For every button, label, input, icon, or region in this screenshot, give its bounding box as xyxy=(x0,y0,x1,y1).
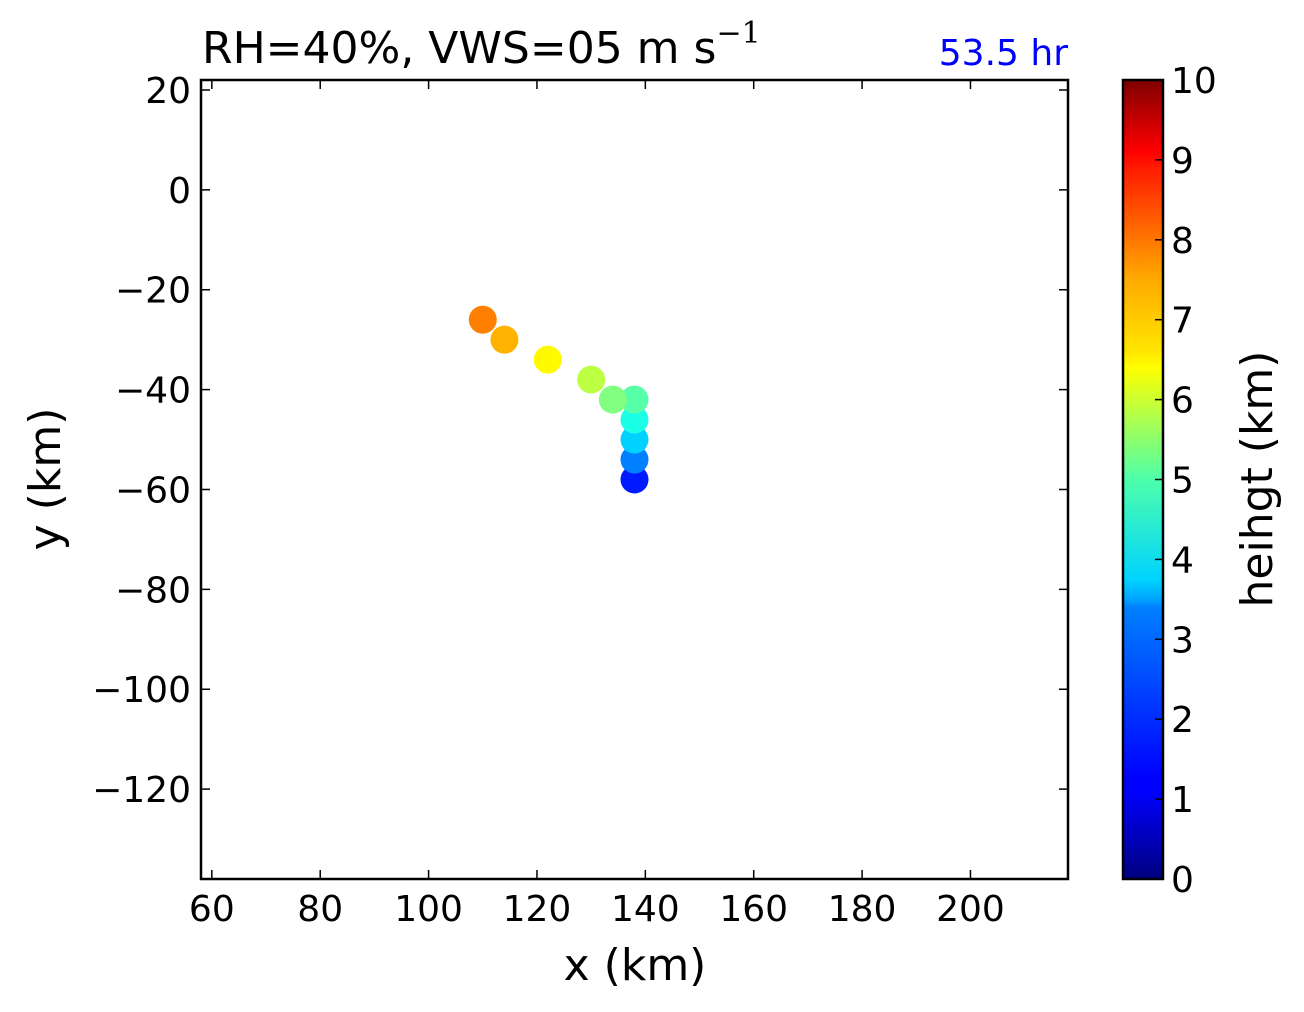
x-tick-label: 120 xyxy=(503,889,572,930)
y-axis-label: y (km) xyxy=(20,408,71,551)
data-point xyxy=(620,405,649,434)
y-tick-label: 20 xyxy=(145,71,191,112)
data-point xyxy=(490,325,519,354)
y-tick-label: −60 xyxy=(115,470,191,511)
colorbar-tick-label: 1 xyxy=(1171,780,1194,821)
y-tick-label: −120 xyxy=(92,770,191,811)
colorbar-tick-label: 4 xyxy=(1171,540,1194,581)
data-points xyxy=(468,305,649,494)
data-point xyxy=(620,385,649,414)
x-tick-label: 180 xyxy=(828,889,897,930)
colorbar-tick-label: 5 xyxy=(1171,461,1194,502)
y-tick-label: 0 xyxy=(168,171,191,212)
data-point xyxy=(598,385,627,414)
x-axis-ticks: 60 80 100 120 140 160 180 200 xyxy=(189,80,1005,930)
y-axis-ticks: 20 0 −20 −40 −60 −80 −100 −120 xyxy=(92,71,1068,811)
data-point xyxy=(620,425,649,454)
data-point xyxy=(620,465,649,494)
colorbar-label: heihgt (km) xyxy=(1232,351,1283,608)
y-tick-label: −20 xyxy=(115,271,191,312)
x-tick-label: 80 xyxy=(297,889,343,930)
colorbar-tick-label: 9 xyxy=(1171,141,1194,182)
x-tick-label: 160 xyxy=(719,889,788,930)
x-tick-label: 60 xyxy=(189,889,235,930)
x-tick-label: 140 xyxy=(611,889,680,930)
colorbar-tick-label: 6 xyxy=(1171,381,1194,422)
y-tick-label: −100 xyxy=(92,670,191,711)
colorbar-tick-label: 10 xyxy=(1171,61,1217,102)
time-label: 53.5 hr xyxy=(939,33,1068,74)
chart-title-superscript: −1 xyxy=(716,16,760,51)
data-point xyxy=(620,445,649,474)
colorbar-ticks: 0 1 2 3 4 5 6 7 8 9 10 xyxy=(1155,61,1217,901)
colorbar-tick-label: 7 xyxy=(1171,301,1194,342)
data-point xyxy=(577,365,606,394)
colorbar-tick-label: 0 xyxy=(1171,860,1194,901)
x-axis-label: x (km) xyxy=(564,940,707,991)
y-tick-label: −80 xyxy=(115,570,191,611)
x-tick-label: 200 xyxy=(936,889,1005,930)
x-tick-label: 100 xyxy=(394,889,463,930)
colorbar-tick-label: 8 xyxy=(1171,221,1194,262)
data-point xyxy=(533,345,562,374)
y-tick-label: −40 xyxy=(115,371,191,412)
chart-title: RH=40%, VWS=05 m s−1 xyxy=(202,16,761,74)
colorbar-tick-label: 2 xyxy=(1171,700,1194,741)
data-point xyxy=(468,305,497,334)
colorbar-tick-label: 3 xyxy=(1171,620,1194,661)
